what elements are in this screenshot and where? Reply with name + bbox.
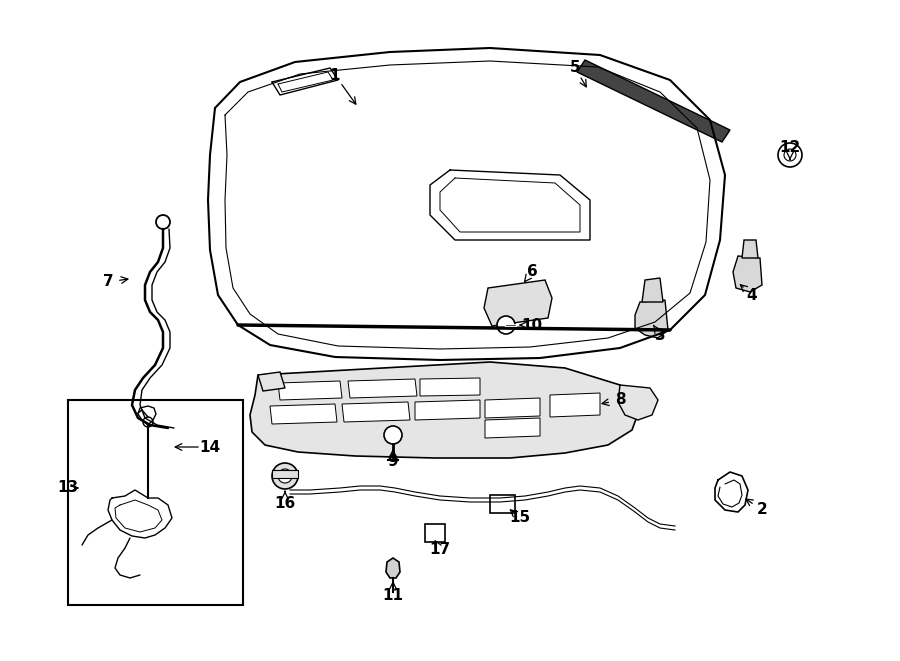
Polygon shape: [270, 404, 337, 424]
Polygon shape: [550, 393, 600, 417]
Text: 2: 2: [757, 502, 768, 518]
Text: 9: 9: [388, 455, 399, 469]
Text: 1: 1: [329, 67, 340, 83]
Circle shape: [156, 215, 170, 229]
Circle shape: [784, 149, 796, 161]
Text: 4: 4: [747, 288, 757, 303]
Polygon shape: [420, 378, 480, 396]
Polygon shape: [635, 300, 668, 338]
Text: 11: 11: [382, 588, 403, 602]
Polygon shape: [484, 280, 552, 326]
Text: 13: 13: [58, 481, 78, 496]
Polygon shape: [642, 278, 663, 302]
Polygon shape: [250, 362, 640, 458]
Polygon shape: [742, 240, 758, 258]
Circle shape: [272, 463, 298, 489]
Polygon shape: [733, 256, 762, 292]
Text: 16: 16: [274, 496, 295, 510]
Text: 17: 17: [429, 543, 451, 557]
Polygon shape: [485, 418, 540, 438]
Circle shape: [278, 469, 292, 483]
Text: 5: 5: [570, 61, 580, 75]
Text: 12: 12: [779, 141, 801, 155]
Polygon shape: [348, 379, 417, 398]
Polygon shape: [342, 402, 410, 422]
Polygon shape: [485, 398, 540, 418]
Polygon shape: [258, 372, 285, 391]
Circle shape: [778, 143, 802, 167]
Bar: [425, 524, 445, 542]
Circle shape: [497, 316, 515, 334]
Text: 15: 15: [509, 510, 531, 525]
Circle shape: [384, 426, 402, 444]
Polygon shape: [386, 558, 400, 578]
Text: 6: 6: [526, 264, 537, 280]
Text: 3: 3: [654, 327, 665, 342]
Polygon shape: [415, 400, 480, 420]
Text: 8: 8: [615, 393, 626, 407]
Text: 10: 10: [521, 317, 543, 332]
Polygon shape: [278, 381, 342, 400]
Polygon shape: [577, 60, 730, 142]
Circle shape: [143, 417, 153, 427]
Polygon shape: [618, 385, 658, 420]
Bar: [490, 495, 515, 513]
Text: 7: 7: [103, 274, 113, 290]
Bar: [68, 400, 243, 605]
Text: 14: 14: [200, 440, 220, 455]
Bar: [272, 470, 298, 478]
